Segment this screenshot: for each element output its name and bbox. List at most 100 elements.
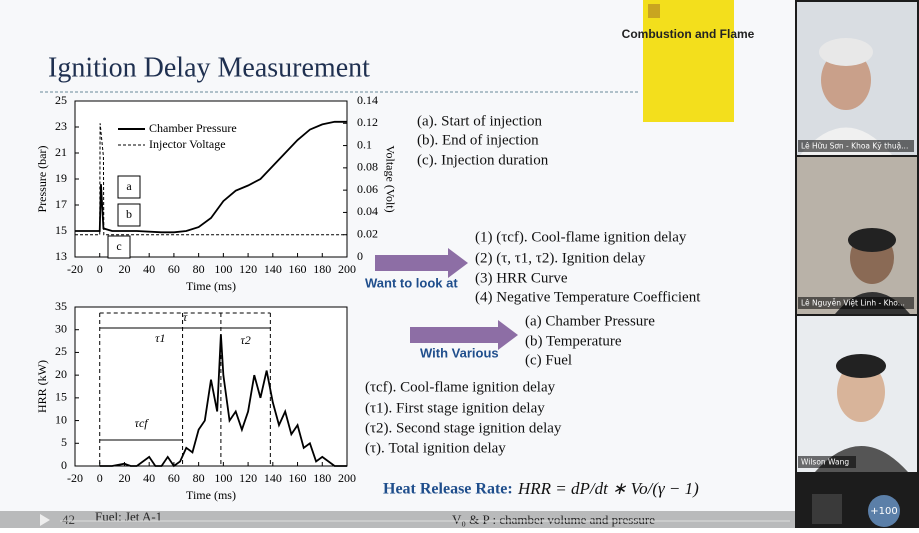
x-axis-label: Time (ms) bbox=[186, 488, 236, 502]
cover bbox=[643, 0, 734, 122]
journal-cover: Combustion and Flame bbox=[622, 0, 755, 122]
y-tick-label: 23 bbox=[55, 119, 67, 133]
y-tick-label: 10 bbox=[55, 412, 67, 426]
x-tick-label: 40 bbox=[143, 262, 155, 276]
y-tick-label: 30 bbox=[55, 321, 67, 335]
play-button[interactable] bbox=[40, 514, 50, 526]
delay-label: τ2 bbox=[240, 333, 250, 347]
annotation: b bbox=[126, 207, 132, 221]
plot-frame bbox=[74, 306, 348, 467]
x-tick-label: -20 bbox=[67, 471, 83, 485]
y-tick-label: 17 bbox=[55, 197, 67, 211]
y-tick-label: 20 bbox=[55, 367, 67, 381]
various-item: (c) Fuel bbox=[525, 352, 572, 368]
annotation-box bbox=[107, 235, 131, 259]
annotation: c bbox=[116, 239, 121, 253]
x-tick-label: 200 bbox=[338, 262, 356, 276]
y-axis-label: HRR (kW) bbox=[35, 360, 49, 413]
x-tick-label: 40 bbox=[143, 471, 155, 485]
more-participants[interactable] bbox=[868, 495, 900, 527]
hair bbox=[848, 228, 896, 252]
y2-tick-label: 0.1 bbox=[357, 137, 372, 151]
y-tick-label: 15 bbox=[55, 390, 67, 404]
delay-label: τ bbox=[183, 310, 188, 324]
hair bbox=[836, 354, 886, 378]
page-number: 42 bbox=[62, 512, 75, 527]
thumbnail[interactable] bbox=[812, 494, 842, 524]
person bbox=[837, 362, 885, 422]
y-tick-label: 15 bbox=[55, 223, 67, 237]
x-tick-label: 20 bbox=[118, 471, 130, 485]
various-item: (a) Chamber Pressure bbox=[525, 313, 655, 329]
annotation-box bbox=[117, 203, 141, 227]
injection-note: (c). Injection duration bbox=[417, 152, 549, 168]
overflow-count[interactable]: +100 bbox=[870, 506, 897, 517]
delay-definition: (τ2). Second stage ignition delay bbox=[365, 420, 562, 436]
y-tick-label: 0 bbox=[61, 458, 67, 472]
participant-name: Wilson Wang bbox=[801, 458, 849, 467]
delay-definition: (τ1). First stage ignition delay bbox=[365, 400, 545, 416]
x-tick-label: 160 bbox=[289, 262, 307, 276]
x-tick-label: 0 bbox=[97, 471, 103, 485]
y-tick-label: 25 bbox=[55, 344, 67, 358]
y2-tick-label: 0.12 bbox=[357, 115, 378, 129]
footer: 42 Fuel: Jet A-1 V₀ & P : chamber volume… bbox=[62, 509, 655, 527]
name-plate bbox=[798, 140, 914, 152]
x-tick-label: 60 bbox=[168, 262, 180, 276]
x-tick-label: 140 bbox=[264, 262, 282, 276]
name-plate bbox=[798, 456, 856, 468]
x-tick-label: 0 bbox=[97, 262, 103, 276]
delay-definition: (τ). Total ignition delay bbox=[365, 440, 506, 456]
x-axis-label: Time (ms) bbox=[186, 279, 236, 293]
want-item: (1) (τcf). Cool-flame ignition delay bbox=[475, 229, 687, 245]
participant-name: Lê Nguyễn Việt Linh - Kho... bbox=[801, 299, 905, 308]
want-item: (4) Negative Temperature Coefficient bbox=[475, 289, 701, 305]
chart: -20 0 20 40 60 80 100 120 140 160 180 2000510152025… bbox=[35, 299, 356, 502]
delay-label: τ1 bbox=[155, 331, 165, 345]
x-tick-label: 80 bbox=[193, 471, 205, 485]
person bbox=[821, 50, 871, 110]
y2-axis-label: Voltage (Volt) bbox=[383, 145, 397, 212]
delay-definition: (τcf). Cool-flame ignition delay bbox=[365, 379, 556, 395]
journal-title: Combustion and Flame bbox=[622, 27, 755, 41]
x-tick-label: 160 bbox=[289, 471, 307, 485]
x-tick-label: 120 bbox=[239, 262, 257, 276]
injection-note: (a). Start of injection bbox=[417, 113, 542, 129]
want-label: Want to look at bbox=[365, 275, 458, 290]
data-line bbox=[75, 120, 347, 234]
x-tick-label: 20 bbox=[118, 262, 130, 276]
formula-label: Heat Release Rate: bbox=[383, 481, 513, 498]
x-tick-label: 80 bbox=[193, 262, 205, 276]
y2-tick-label: 0.08 bbox=[357, 160, 378, 174]
chart: -20 0 20 40 60 80 100 120 140 160 180 200 13 15 17 19 21… bbox=[35, 93, 398, 293]
data-line bbox=[75, 123, 347, 236]
footer-right: V₀ & P : chamber volume and pressure bbox=[452, 512, 655, 527]
annotation-box bbox=[117, 175, 141, 199]
name-plate bbox=[798, 297, 914, 309]
y-tick-label: 19 bbox=[55, 171, 67, 185]
various-label: With Various bbox=[420, 345, 499, 360]
y2-tick-label: 0.14 bbox=[357, 93, 378, 107]
arrow bbox=[410, 320, 518, 350]
participant-name: Lê Hữu Sơn - Khoa Kỹ thuậ... bbox=[801, 142, 908, 151]
injection-note: (b). End of injection bbox=[417, 132, 539, 148]
legend-label: Injector Voltage bbox=[149, 137, 226, 151]
x-tick-label: -20 bbox=[67, 262, 83, 276]
x-tick-label: 180 bbox=[313, 262, 331, 276]
video-controls[interactable] bbox=[0, 511, 795, 528]
various-item: (b) Temperature bbox=[525, 333, 622, 349]
y-tick-label: 21 bbox=[55, 145, 67, 159]
y-tick-label: 5 bbox=[61, 435, 67, 449]
delay-label: τcf bbox=[135, 416, 150, 430]
want-item: (3) HRR Curve bbox=[475, 270, 568, 286]
x-tick-label: 180 bbox=[313, 471, 331, 485]
x-tick-label: 100 bbox=[214, 471, 232, 485]
data-line bbox=[99, 334, 347, 468]
want-item: (2) (τ, τ1, τ2). Ignition delay bbox=[475, 250, 646, 266]
arrow bbox=[375, 248, 468, 278]
formula: HRR = dP/dt ∗ Vo/(γ − 1) bbox=[517, 479, 699, 498]
y-tick-label: 35 bbox=[55, 299, 67, 313]
y-axis-label: Pressure (bar) bbox=[35, 146, 49, 213]
y2-tick-label: 0 bbox=[357, 249, 363, 263]
